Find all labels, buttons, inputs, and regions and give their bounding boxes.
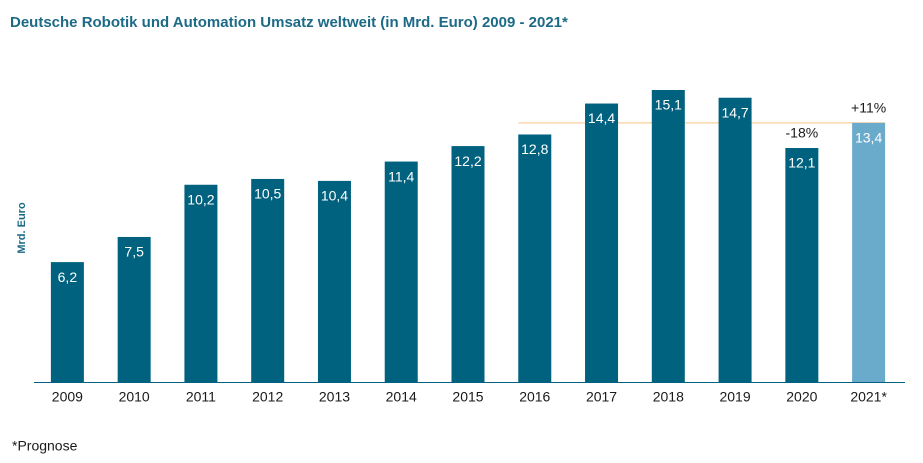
- bar: [50, 262, 84, 382]
- bar: [718, 97, 752, 383]
- value-label: 13,4: [855, 130, 882, 146]
- value-label: 10,4: [321, 188, 348, 204]
- value-label: 14,7: [721, 104, 748, 120]
- annotation: +11%: [851, 100, 886, 116]
- x-tick-label: 2014: [386, 389, 417, 405]
- x-tick-label: 2017: [586, 389, 617, 405]
- x-tick-label: 2016: [519, 389, 550, 405]
- value-label: 12,1: [788, 155, 815, 171]
- value-label: 7,5: [124, 244, 144, 260]
- bar: [785, 148, 819, 382]
- x-tick-label: 2012: [252, 389, 283, 405]
- value-label: 14,4: [588, 110, 615, 126]
- bar: [184, 184, 218, 382]
- value-label: 12,8: [521, 141, 548, 157]
- x-tick-label: 2010: [119, 389, 150, 405]
- x-tick-label: 2015: [452, 389, 483, 405]
- value-label: 11,4: [388, 168, 414, 184]
- x-tick-label: 2019: [719, 389, 750, 405]
- x-tick-label: 2009: [52, 389, 83, 405]
- value-label: 12,2: [454, 153, 481, 169]
- annotation: -18%: [786, 125, 819, 141]
- bar: [852, 122, 886, 382]
- bar: [451, 146, 485, 382]
- bar: [117, 236, 151, 382]
- x-tick-label: 2020: [786, 389, 817, 405]
- bar: [317, 180, 351, 382]
- value-label: 10,2: [187, 191, 214, 207]
- chart-title: Deutsche Robotik und Automation Umsatz w…: [10, 14, 568, 31]
- footnote: *Prognose: [12, 438, 78, 454]
- y-axis-label: Mrd. Euro: [16, 202, 28, 254]
- bar: [384, 161, 418, 382]
- x-tick-label: 2021*: [850, 389, 887, 405]
- bar: [651, 90, 685, 382]
- x-tick-label: 2013: [319, 389, 350, 405]
- value-label: 10,5: [254, 186, 281, 202]
- value-label: 6,2: [58, 269, 78, 285]
- x-tick-label: 2018: [653, 389, 684, 405]
- bar: [518, 134, 552, 382]
- bar: [585, 103, 619, 382]
- value-label: 15,1: [655, 97, 682, 113]
- x-tick-label: 2011: [186, 389, 216, 405]
- bar: [251, 178, 285, 382]
